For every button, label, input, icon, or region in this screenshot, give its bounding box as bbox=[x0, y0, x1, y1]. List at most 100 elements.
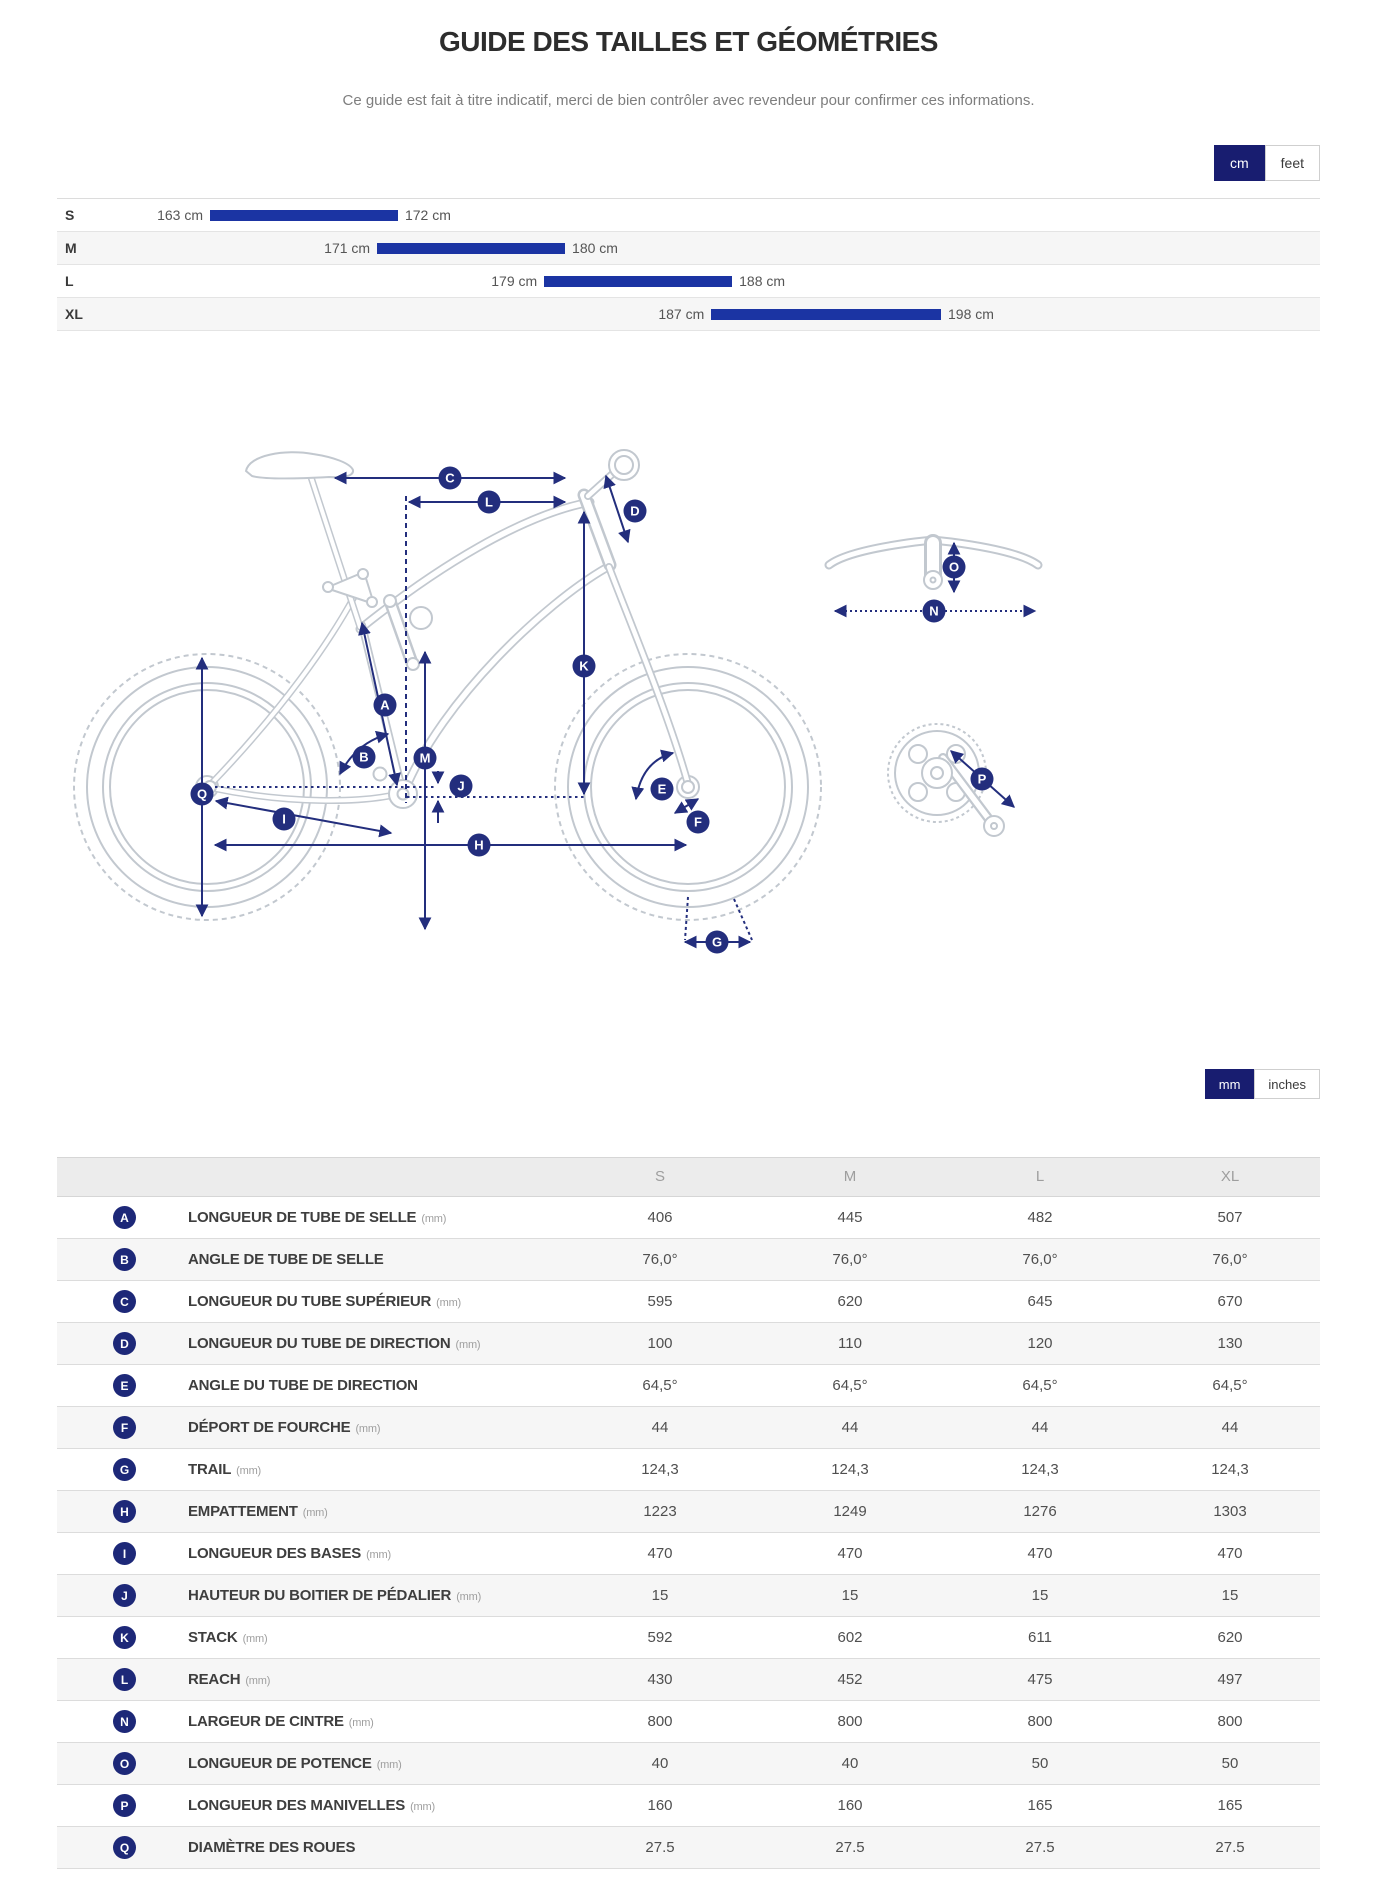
geometry-label: LONGUEUR DE TUBE DE SELLE (mm) bbox=[188, 1209, 447, 1226]
geo-value-m: 110 bbox=[838, 1335, 862, 1352]
geo-value-m: 800 bbox=[837, 1713, 863, 1730]
letter-badge: J bbox=[113, 1584, 136, 1607]
diagram-marker-i: I bbox=[272, 807, 296, 831]
geo-value-l: 15 bbox=[1031, 1587, 1049, 1604]
header-size-m: M bbox=[843, 1168, 857, 1185]
geo-value-xl: 76,0° bbox=[1212, 1251, 1248, 1268]
letter-badge: E bbox=[113, 1374, 136, 1397]
geometry-label: STACK (mm) bbox=[188, 1629, 268, 1646]
size-label: S bbox=[65, 207, 75, 223]
geometry-label: DÉPORT DE FOURCHE (mm) bbox=[188, 1419, 381, 1436]
geometry-row-c: C LONGUEUR DU TUBE SUPÉRIEUR (mm) 595 620 645… bbox=[57, 1281, 1320, 1323]
height-range-bar bbox=[544, 276, 733, 287]
diagram-marker-f: F bbox=[686, 810, 710, 834]
bottom-bracket bbox=[388, 779, 418, 809]
letter-badge: F bbox=[113, 1416, 136, 1439]
geo-value-m: 40 bbox=[841, 1755, 859, 1772]
geometry-row-d: D LONGUEUR DU TUBE DE DIRECTION (mm) 100 110… bbox=[57, 1323, 1320, 1365]
letter-badge: I bbox=[113, 1542, 136, 1565]
geometry-row-g: G TRAIL (mm) 124,3 124,3 124,3 124,3 bbox=[57, 1449, 1320, 1491]
svg-text:L: L bbox=[485, 495, 493, 510]
inches-toggle-button[interactable]: inches bbox=[1254, 1069, 1320, 1099]
mm-toggle-button[interactable]: mm bbox=[1204, 1069, 1255, 1099]
height-max-label: 180 cm bbox=[572, 240, 618, 256]
height-max-label: 172 cm bbox=[404, 207, 451, 223]
diagram-marker-b: B bbox=[352, 745, 376, 769]
geometry-row-n: N LARGEUR DE CINTRE (mm) 800 800 800 800 bbox=[57, 1701, 1320, 1743]
size-row-xl: XL 187 cm 198 cm bbox=[57, 298, 1320, 331]
geo-value-m: 452 bbox=[837, 1671, 863, 1688]
geo-value-l: 120 bbox=[1027, 1335, 1053, 1352]
geometry-row-q: Q DIAMÈTRE DES ROUES 27.5 27.5 27.5 27.5 bbox=[57, 1827, 1320, 1869]
height-min-label: 179 cm bbox=[491, 273, 538, 289]
geo-value-s: 100 bbox=[647, 1335, 673, 1352]
svg-text:P: P bbox=[978, 772, 987, 787]
geo-value-m: 64,5° bbox=[832, 1377, 868, 1394]
geo-value-s: 40 bbox=[651, 1755, 669, 1772]
geometry-label: LONGUEUR DE POTENCE (mm) bbox=[188, 1755, 402, 1772]
saddle bbox=[244, 451, 355, 480]
size-label: L bbox=[65, 273, 74, 289]
diagram-marker-n: N bbox=[922, 599, 946, 623]
page-title: GUIDE DES TAILLES ET GÉOMÉTRIES bbox=[439, 26, 938, 57]
diagram-marker-d: D bbox=[623, 499, 647, 523]
geometry-unit: (mm) bbox=[456, 1591, 482, 1603]
geometry-label: LONGUEUR DES BASES (mm) bbox=[188, 1545, 391, 1562]
geometry-row-h: H EMPATTEMENT (mm) 1223 1249 1276 1303 bbox=[57, 1491, 1320, 1533]
size-row-s: S 163 cm 172 cm bbox=[57, 199, 1320, 232]
geo-value-m: 602 bbox=[837, 1629, 863, 1646]
geometry-row-l: L REACH (mm) 430 452 475 497 bbox=[57, 1659, 1320, 1701]
svg-text:J: J bbox=[457, 779, 464, 794]
size-row-l: L 179 cm 188 cm bbox=[57, 265, 1320, 298]
geo-value-m: 620 bbox=[837, 1293, 863, 1310]
geometry-unit: (mm) bbox=[302, 1507, 328, 1519]
geo-value-xl: 44 bbox=[1221, 1419, 1239, 1436]
geometry-label: EMPATTEMENT (mm) bbox=[188, 1503, 328, 1520]
geo-value-xl: 507 bbox=[1217, 1209, 1243, 1226]
diagram-marker-e: E bbox=[650, 777, 674, 801]
letter-badge: Q bbox=[113, 1836, 136, 1859]
letter-badge: L bbox=[113, 1668, 136, 1691]
geo-value-s: 44 bbox=[651, 1419, 669, 1436]
geometry-label: LARGEUR DE CINTRE (mm) bbox=[188, 1713, 374, 1730]
geo-value-s: 64,5° bbox=[642, 1377, 678, 1394]
geometry-row-f: F DÉPORT DE FOURCHE (mm) 44 44 44 44 bbox=[57, 1407, 1320, 1449]
letter-badge: D bbox=[113, 1332, 136, 1355]
diagram-marker-j: J bbox=[449, 774, 473, 798]
geo-value-s: 160 bbox=[647, 1797, 673, 1814]
geo-value-l: 124,3 bbox=[1021, 1461, 1059, 1478]
geometry-unit: (mm) bbox=[242, 1633, 268, 1645]
geometry-row-i: I LONGUEUR DES BASES (mm) 470 470 470 470 bbox=[57, 1533, 1320, 1575]
diagram-marker-p: P bbox=[970, 767, 994, 791]
geo-value-xl: 1303 bbox=[1213, 1503, 1247, 1520]
geo-value-l: 470 bbox=[1027, 1545, 1053, 1562]
diagram-marker-h: H bbox=[467, 833, 491, 857]
geometry-row-p: P LONGUEUR DES MANIVELLES (mm) 160 160 165 165 bbox=[57, 1785, 1320, 1827]
letter-badge: O bbox=[113, 1752, 136, 1775]
geo-value-xl: 130 bbox=[1217, 1335, 1243, 1352]
geo-value-s: 27.5 bbox=[645, 1839, 675, 1856]
geo-value-s: 1223 bbox=[643, 1503, 677, 1520]
geo-value-s: 595 bbox=[647, 1293, 673, 1310]
cm-toggle-button[interactable]: cm bbox=[1213, 145, 1265, 181]
svg-text:G: G bbox=[712, 935, 722, 950]
diagram-marker-o: O bbox=[942, 555, 966, 579]
geometry-label: ANGLE DE TUBE DE SELLE bbox=[188, 1251, 384, 1268]
svg-text:K: K bbox=[579, 659, 589, 674]
geo-value-xl: 27.5 bbox=[1215, 1839, 1245, 1856]
svg-text:I: I bbox=[282, 812, 286, 827]
svg-text:H: H bbox=[474, 838, 483, 853]
geo-value-m: 15 bbox=[841, 1587, 859, 1604]
diagram-marker-g: G bbox=[705, 930, 729, 954]
geo-value-l: 800 bbox=[1027, 1713, 1053, 1730]
geo-value-xl: 64,5° bbox=[1212, 1377, 1248, 1394]
reference-lines bbox=[215, 496, 753, 941]
geometry-unit: (mm) bbox=[455, 1339, 481, 1351]
geo-value-m: 124,3 bbox=[831, 1461, 869, 1478]
letter-badge: G bbox=[113, 1458, 136, 1481]
geo-value-s: 15 bbox=[651, 1587, 669, 1604]
feet-toggle-button[interactable]: feet bbox=[1264, 145, 1320, 181]
geo-value-s: 470 bbox=[647, 1545, 673, 1562]
geo-value-s: 800 bbox=[647, 1713, 673, 1730]
diagram-marker-m: M bbox=[413, 746, 437, 770]
